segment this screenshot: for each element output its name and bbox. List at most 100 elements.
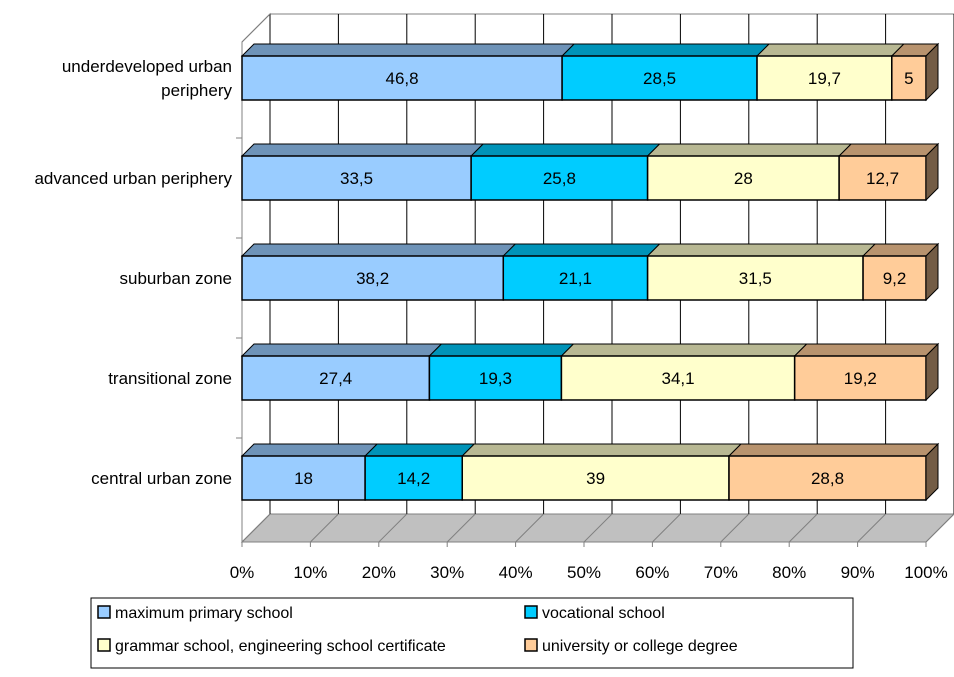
floor-gridline (925, 513, 954, 543)
bar-segment (646, 155, 840, 201)
x-tick-label: 0% (230, 563, 255, 582)
legend-swatch (524, 638, 538, 652)
legend-label: university or college degree (542, 638, 738, 655)
bar-segment (891, 55, 927, 101)
floor-gridline (857, 513, 886, 543)
bar-segment (241, 355, 431, 401)
y-axis-top-edge (241, 13, 271, 43)
data-label: 5 (904, 69, 913, 88)
bar-top-face (646, 243, 877, 257)
bar-top-face (793, 343, 940, 357)
bar-segment (241, 455, 366, 501)
bar-top-face (469, 143, 661, 157)
data-label: 12,7 (866, 169, 899, 188)
x-tick-label: 70% (704, 563, 738, 582)
data-label: 34,1 (662, 369, 695, 388)
bar-side-face (925, 42, 939, 102)
data-label: 19,2 (844, 369, 877, 388)
category-label: suburban zone (120, 269, 232, 288)
data-label: 9,2 (883, 269, 907, 288)
bar-segment (502, 255, 649, 301)
data-label: 14,2 (397, 469, 430, 488)
data-label: 33,5 (340, 169, 373, 188)
data-label: 28,5 (643, 69, 676, 88)
bar-top-face (646, 143, 853, 157)
data-label: 21,1 (559, 269, 592, 288)
data-label: 18 (294, 469, 313, 488)
floor-gridline (310, 513, 339, 543)
x-tick-label: 90% (841, 563, 875, 582)
bar-segment (793, 355, 927, 401)
bar-side-face (925, 242, 939, 302)
legend-swatch (97, 638, 111, 652)
floor-gridline (583, 513, 613, 543)
category-label: advanced urban periphery (34, 169, 232, 188)
floor-gridline (652, 513, 681, 543)
bar-segment (470, 155, 649, 201)
bar-top-face (240, 143, 485, 157)
bar-side-face (925, 342, 939, 402)
data-label: 19,7 (808, 69, 841, 88)
bar-segment (862, 255, 927, 301)
data-label: 25,8 (543, 169, 576, 188)
bar-top-face (240, 443, 379, 457)
floor-gridline (788, 513, 818, 543)
data-label: 28 (734, 169, 753, 188)
bar-top-face (363, 443, 476, 457)
x-tick-label: 40% (499, 563, 533, 582)
legend-label: vocational school (542, 605, 665, 622)
bar-top-face (861, 243, 940, 257)
bar-segment (461, 455, 730, 501)
data-label: 27,4 (319, 369, 352, 388)
bar-top-face (560, 43, 771, 57)
bar-top-face (560, 343, 808, 357)
legend-swatch (524, 605, 538, 619)
data-label: 28,8 (811, 469, 844, 488)
bar-top-face (755, 43, 906, 57)
data-label: 38,2 (356, 269, 389, 288)
bar-top-face (837, 143, 940, 157)
x-tick-label: 100% (904, 563, 947, 582)
data-label: 31,5 (739, 269, 772, 288)
bar-top-face (461, 443, 743, 457)
category-label: underdeveloped urban (62, 57, 232, 76)
legend-label: grammar school, engineering school certi… (115, 638, 446, 655)
floor-gridline (515, 513, 544, 543)
bar-top-face (502, 243, 661, 257)
bar-top-face (727, 443, 940, 457)
floor-gridline (241, 513, 271, 543)
bar-segment (241, 255, 505, 301)
x-tick-label: 80% (772, 563, 806, 582)
data-label: 39 (586, 469, 605, 488)
bar-segment (838, 155, 927, 201)
bar-top-face (240, 343, 443, 357)
bar-segment (241, 55, 563, 101)
category-label: periphery (161, 81, 232, 100)
bar-segment (561, 55, 758, 101)
bar-side-face (925, 142, 939, 202)
category-label: central urban zone (91, 469, 232, 488)
legend-swatch (97, 605, 111, 619)
legend-box (90, 597, 854, 669)
x-tick-label: 30% (430, 563, 464, 582)
x-tick-label: 60% (635, 563, 669, 582)
floor-gridline (446, 513, 476, 543)
x-tick-label: 20% (362, 563, 396, 582)
data-label: 46,8 (386, 69, 419, 88)
floor-gridline (378, 513, 408, 543)
bar-segment (241, 155, 472, 201)
data-label: 19,3 (479, 369, 512, 388)
x-tick-label: 10% (293, 563, 327, 582)
floor-gridline (720, 513, 750, 543)
bar-segment (428, 355, 563, 401)
bar-top-face (240, 243, 517, 257)
bar-top-face (240, 43, 576, 57)
bar-segment (560, 355, 796, 401)
bar-side-face (925, 442, 939, 502)
category-label: transitional zone (108, 369, 232, 388)
legend-label: maximum primary school (115, 605, 293, 622)
x-tick-label: 50% (567, 563, 601, 582)
bar-top-face (428, 343, 575, 357)
